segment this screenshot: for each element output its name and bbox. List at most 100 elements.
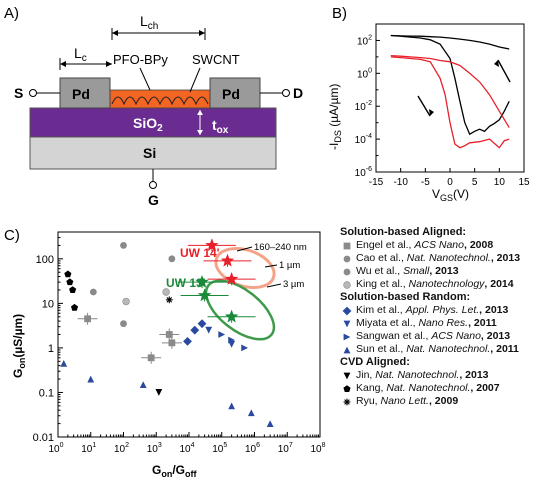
data-point-triangle-up-blue: [266, 420, 274, 427]
legend-entry: Sangwan et al., ACS Nano, 2013: [356, 330, 511, 342]
c-xtick-label: 100: [48, 442, 63, 455]
b-xtick-label: 10: [494, 177, 506, 188]
legend-entry: King et al., Nanotechnology, 2014: [356, 278, 514, 290]
b-xtick-label: 0: [447, 177, 453, 188]
legend-entry: Jin, Nat. Nanotechnol., 2013: [356, 369, 489, 381]
b-xtick-label: 5: [472, 177, 478, 188]
data-point-circle-gray: [168, 255, 176, 263]
pd-right-contact: [209, 77, 261, 109]
b-xtick-label: -15: [369, 177, 384, 188]
panel-a: A) Lch Lc PFO-BPy SWCNT Si SiO2 tox Pd P…: [4, 5, 303, 208]
uw13-label: UW 13': [166, 276, 206, 290]
c-xtick-label: 102: [114, 442, 129, 455]
data-point-triangle-up-blue: [60, 359, 68, 367]
source-terminal: [29, 89, 37, 97]
lc-label: Lc: [74, 45, 87, 64]
source-label: S: [14, 85, 23, 101]
c-xtick-label: 105: [212, 442, 227, 455]
len1-leader: [236, 246, 253, 252]
gate-label: G: [148, 192, 159, 208]
oxide-layer: [29, 107, 277, 138]
data-point-pentagon-black: [71, 303, 79, 311]
lch-label: Lch: [140, 13, 158, 32]
c-ytick-label: 0.01: [33, 432, 54, 444]
data-point-diamond-blue: [197, 319, 207, 329]
drain-label: D: [293, 85, 303, 101]
c-ytick-label: 1: [48, 343, 54, 355]
panel-b-axes: [375, 23, 525, 173]
sio2-label: SiO2: [133, 115, 163, 134]
b-xtick-label: 15: [518, 177, 530, 188]
legend-entry: Ryu, Nano Lett., 2009: [356, 395, 459, 407]
b-ytick-label: 100: [357, 67, 372, 80]
pd-right-label: Pd: [222, 86, 240, 102]
legend-entry: Cao et al., Nat. Nanotechnol., 2013: [356, 252, 521, 264]
legend-entry: Engel et al., ACS Nano, 2008: [356, 239, 494, 251]
swcnt-leader: [189, 67, 201, 93]
swcnt-wires: [111, 96, 209, 106]
data-point-star-green: [197, 288, 212, 302]
b-xtick-label: -5: [421, 177, 430, 188]
legend-marker-triangle-right-blue: [343, 333, 351, 341]
legend-group-title: CVD Aligned:: [340, 356, 410, 368]
panel-b: B) -15 -10 -5 0 5 10 15 102 100 10-2 10-4 10-6 VGS(…: [327, 5, 530, 203]
data-point-square-gray: [147, 354, 155, 362]
legend-entry: Sun et al., Nat. Nanotechnol., 2011: [356, 343, 519, 355]
swcnt-label: SWCNT: [192, 52, 240, 67]
data-point-star-green: [195, 275, 209, 288]
data-point-triangle-right-blue: [218, 331, 226, 338]
panel-b-ylabel: -IDS (µA/µm): [327, 84, 343, 150]
legend-marker-triangle-down-black: [343, 372, 351, 380]
panel-a-label: A): [4, 5, 19, 22]
b-ytick-label: 10-2: [355, 100, 372, 113]
data-point-star-red: [224, 272, 239, 285]
pfo-label: PFO-BPy: [113, 52, 168, 67]
data-point-circle-lightgray: [122, 297, 130, 306]
tox-label: tox: [212, 117, 229, 136]
si-label: Si: [143, 145, 156, 161]
c-ytick-label: 0.1: [39, 387, 54, 399]
legend-entry: Kang, Nat. Nanotechnol., 2007: [356, 382, 500, 394]
panel-c-xlabel: Gon/Goff: [152, 463, 198, 479]
legend-marker-asterisk-black: [343, 398, 351, 406]
c-xtick-label: 104: [179, 442, 194, 455]
b-ytick-label: 102: [357, 34, 372, 47]
data-point-circle-gray: [120, 320, 127, 328]
pd-left-label: Pd: [72, 86, 90, 102]
panel-b-label: B): [332, 5, 347, 22]
legend-marker-triangle-up-blue: [343, 346, 351, 354]
pfo-leader: [139, 67, 151, 91]
data-point-triangle-down-black: [155, 389, 163, 396]
c-xtick-label: 108: [310, 442, 325, 455]
data-point-star-red: [205, 238, 219, 252]
legend-marker-diamond-blue: [342, 306, 352, 316]
uw14-label: UW 14': [180, 246, 220, 260]
data-point-square-gray: [84, 315, 91, 323]
len3-label: 3 µm: [283, 279, 304, 290]
c-xtick-label: 106: [245, 442, 260, 455]
data-point-triangle-down-blue: [205, 326, 213, 334]
panel-b-xlabel: VGS(V): [432, 187, 469, 203]
data-point-triangle-up-blue: [228, 402, 236, 410]
data-point-triangle-down-blue: [228, 340, 236, 348]
legend-entry: Kim et al., Appl. Phys. Let., 2013: [356, 304, 509, 316]
legend-marker-pentagon-black: [343, 385, 351, 392]
uw13-ellipse: [204, 279, 276, 341]
len2-label: 1 µm: [279, 260, 300, 271]
legend-entry: Miyata et al., Nano Res., 2011: [356, 317, 497, 329]
len2-leader: [264, 264, 278, 268]
c-ytick-label: 100: [36, 254, 54, 266]
data-point-pentagon-black: [64, 270, 72, 278]
data-point-asterisk-black: [165, 296, 173, 304]
transfer-curve-red-3: [390, 54, 510, 128]
gate-terminal: [149, 181, 157, 189]
data-point-triangle-up-blue: [139, 381, 147, 389]
b-ytick-label: 10-4: [355, 133, 372, 146]
transfer-curve-black-1: [390, 34, 510, 50]
data-point-square-gray: [165, 331, 173, 338]
data-point-triangle-right-blue: [241, 344, 249, 352]
drain-terminal: [282, 89, 290, 97]
transfer-curve-red-2: [390, 56, 510, 149]
legend-entry: Wu et al., Small, 2013: [356, 265, 459, 277]
legend-group-title: Solution-based Aligned:: [340, 226, 467, 238]
